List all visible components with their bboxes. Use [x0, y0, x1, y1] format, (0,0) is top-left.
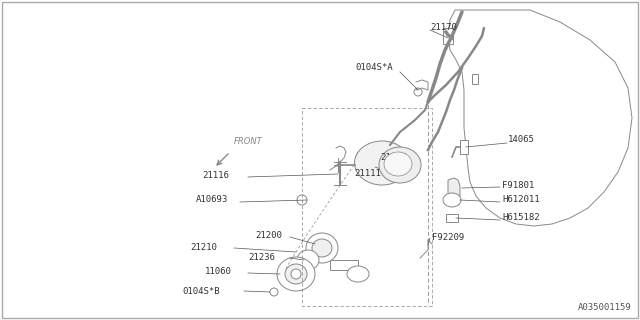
Ellipse shape [347, 266, 369, 282]
FancyBboxPatch shape [446, 214, 458, 222]
Ellipse shape [379, 147, 421, 183]
Circle shape [270, 288, 278, 296]
Text: H612011: H612011 [502, 196, 540, 204]
Text: A035001159: A035001159 [579, 303, 632, 312]
Text: 21200: 21200 [255, 231, 282, 241]
Text: F91801: F91801 [502, 180, 534, 189]
Text: FRONT: FRONT [234, 137, 263, 146]
Ellipse shape [384, 152, 412, 176]
Text: 21170: 21170 [430, 23, 457, 33]
Text: F92209: F92209 [432, 233, 464, 242]
Text: 0104S*A: 0104S*A [355, 63, 392, 73]
Text: A10693: A10693 [196, 196, 228, 204]
Ellipse shape [312, 239, 332, 257]
Text: 0104S*B: 0104S*B [182, 286, 220, 295]
Ellipse shape [306, 233, 338, 263]
Circle shape [291, 269, 301, 279]
Circle shape [297, 195, 307, 205]
Polygon shape [356, 142, 400, 180]
Text: H615182: H615182 [502, 213, 540, 222]
Ellipse shape [355, 141, 410, 185]
Text: 11060: 11060 [205, 268, 232, 276]
Polygon shape [448, 178, 460, 204]
Circle shape [414, 88, 422, 96]
Ellipse shape [297, 250, 319, 270]
Text: 21210: 21210 [190, 244, 217, 252]
Polygon shape [448, 10, 632, 226]
FancyBboxPatch shape [443, 28, 453, 44]
Text: 21114: 21114 [380, 153, 407, 162]
FancyBboxPatch shape [330, 260, 358, 270]
Ellipse shape [443, 193, 461, 207]
Ellipse shape [285, 264, 307, 284]
Text: 21111: 21111 [354, 169, 381, 178]
FancyBboxPatch shape [460, 140, 468, 154]
Text: 21236: 21236 [248, 253, 275, 262]
FancyBboxPatch shape [472, 74, 478, 84]
Text: 21116: 21116 [202, 171, 229, 180]
Text: 14065: 14065 [508, 135, 535, 145]
Ellipse shape [277, 257, 315, 291]
